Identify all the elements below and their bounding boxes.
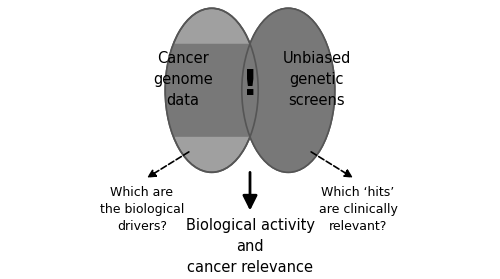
Text: Unbiased
genetic
screens: Unbiased genetic screens: [283, 51, 351, 108]
Text: Cancer
genome
data: Cancer genome data: [153, 51, 213, 108]
Text: !: !: [242, 68, 258, 102]
Ellipse shape: [242, 8, 335, 172]
Text: Which ‘hits’
are clinically
relevant?: Which ‘hits’ are clinically relevant?: [318, 186, 398, 233]
Text: Which are
the biological
drivers?: Which are the biological drivers?: [100, 186, 184, 233]
PathPatch shape: [165, 8, 335, 172]
Text: Biological activity
and
cancer relevance: Biological activity and cancer relevance: [186, 218, 314, 275]
Ellipse shape: [165, 8, 258, 172]
